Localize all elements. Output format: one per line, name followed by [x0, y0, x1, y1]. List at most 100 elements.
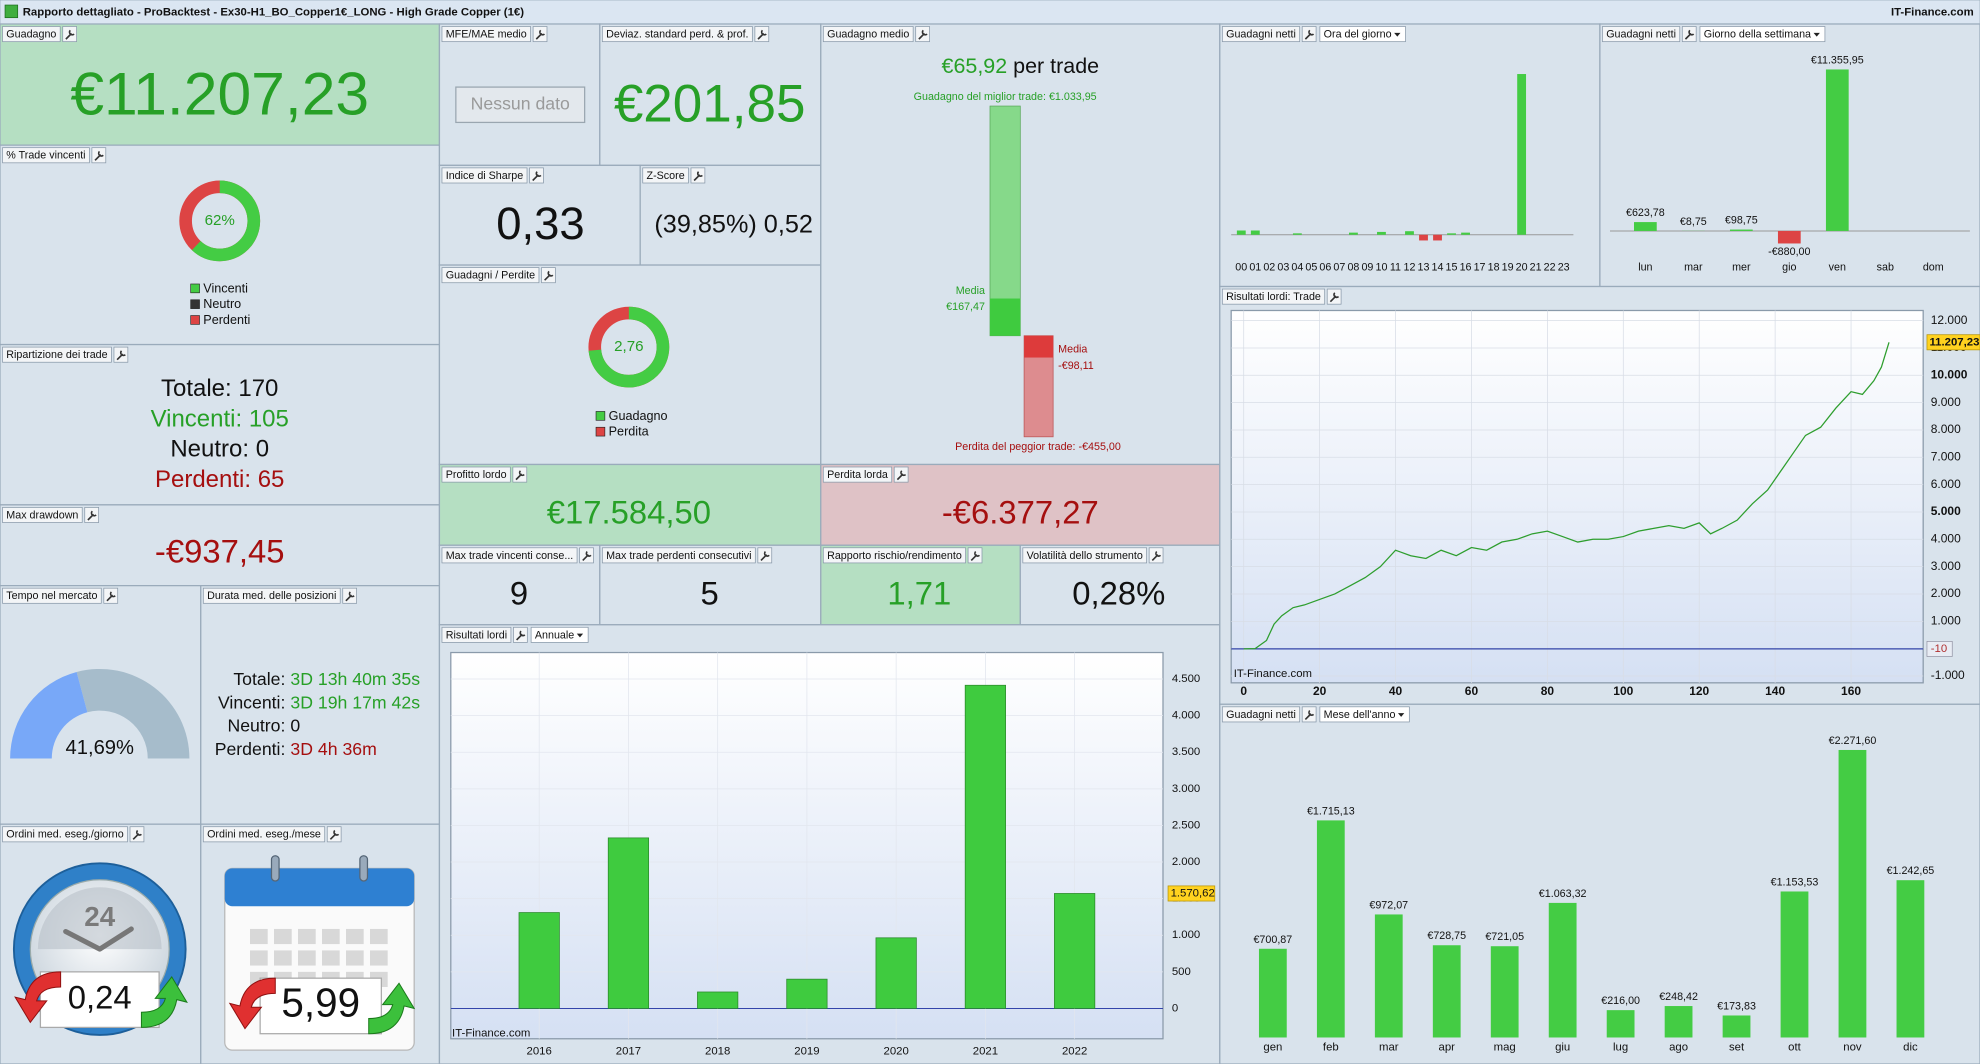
x-tick-label: 2016: [527, 1045, 552, 1057]
panel-label: Perdita lorda: [827, 469, 888, 481]
x-tick-label: dom: [1923, 261, 1944, 273]
dropdown[interactable]: [1319, 706, 1410, 723]
legend-label: Perdita: [609, 425, 650, 439]
bar: [1405, 231, 1414, 235]
avg-label: Media: [1058, 343, 1087, 355]
x-tick-label: 01: [1249, 261, 1261, 273]
wrench-icon: [693, 171, 703, 182]
wrench-icon: [515, 470, 525, 481]
panel-header: [822, 26, 914, 43]
x-tick-label: mar: [1684, 261, 1703, 273]
x-tick-label: 16: [1460, 261, 1472, 273]
panel-label: Ripartizione dei trade: [6, 349, 107, 361]
panel-header: [2, 26, 61, 43]
calendar-day: [369, 950, 388, 966]
panel-header: [601, 26, 753, 43]
bar: [875, 937, 917, 1009]
plot-brand: IT-Finance.com: [1234, 668, 1312, 680]
panel-header: [1602, 26, 1681, 43]
duration-label: Vincenti:: [218, 692, 285, 712]
x-tick-label: 40: [1389, 684, 1403, 698]
y-tick-label: 3.500: [1172, 746, 1200, 758]
bar: [1838, 749, 1867, 1038]
x-tick-label: 2020: [884, 1045, 909, 1057]
big-value: 0,24: [68, 978, 132, 1015]
legend-swatch: [190, 315, 200, 325]
panel: [599, 23, 822, 166]
green-arrow: [140, 976, 188, 1028]
value-label: €1.715,13: [1307, 805, 1355, 817]
calendar-day: [298, 928, 316, 945]
bar: [1634, 222, 1657, 231]
big-value: 0,33: [496, 198, 584, 249]
bar: [607, 837, 650, 1009]
x-tick-label: set: [1729, 1042, 1745, 1054]
legend-swatch: [190, 283, 200, 294]
wrench-icon: [1684, 29, 1695, 40]
dropdown-label: Giorno della settimana: [1704, 29, 1811, 41]
x-tick-label: 04: [1291, 261, 1303, 273]
x-tick-label: 140: [1765, 684, 1785, 698]
dropdown[interactable]: [1319, 26, 1406, 43]
duration-value: 3D 13h 40m 35s: [290, 669, 420, 689]
panel-header: [2, 346, 112, 363]
avg-loss-bar: [1024, 335, 1054, 358]
panel-header: [441, 547, 578, 564]
current-value-label: 1.570,62: [1171, 887, 1215, 899]
gauge-rest: [76, 668, 190, 759]
panel-label: Durata med. delle posizioni: [207, 590, 336, 602]
wrench-icon: [345, 591, 355, 602]
value-box: [259, 977, 382, 1035]
bar: [1377, 231, 1386, 235]
x-tick-label: 07: [1333, 261, 1345, 273]
y-tick-label: 7.000: [1931, 449, 1961, 463]
big-value: 9: [510, 574, 528, 611]
avg-win-bar: [990, 298, 1021, 336]
x-tick-label: 20: [1313, 684, 1327, 698]
panel-label: Volatilità dello strumento: [1027, 550, 1143, 562]
bar: [1548, 902, 1577, 1038]
bar: [518, 912, 560, 1009]
panel: [438, 264, 822, 466]
panel: [1219, 23, 1601, 288]
panel-label: Z-Score: [647, 170, 685, 182]
wrench-icon: [87, 510, 97, 521]
y-tick-label: 10.000: [1931, 367, 1968, 381]
dropdown-arrow: [1813, 32, 1820, 37]
equity-line: [1243, 342, 1890, 650]
x-tick-label: giu: [1555, 1042, 1570, 1054]
bar: [1292, 233, 1302, 235]
calendar-day: [345, 950, 364, 966]
big-value: -€937,45: [155, 533, 285, 570]
end-value-box: [1926, 334, 1980, 351]
panel-label: Risultati lordi: Trade: [1226, 291, 1321, 303]
x-tick-label: 2021: [973, 1045, 998, 1057]
wrench-icon: [116, 350, 126, 361]
panel-label: Max trade vincenti conse...: [446, 550, 574, 562]
y-tick-label: 4.000: [1931, 531, 1961, 545]
duration-label: Neutro:: [227, 716, 285, 736]
breakdown-row-part: 170: [238, 375, 278, 402]
x-tick-label: 14: [1432, 261, 1444, 273]
big-value: -€6.377,27: [942, 494, 1099, 531]
dropdown[interactable]: [530, 626, 589, 643]
breakdown-row-part: 65: [258, 466, 285, 493]
bar: [1054, 893, 1096, 1009]
x-tick-label: ago: [1669, 1042, 1688, 1054]
calendar-day: [250, 928, 268, 945]
x-tick-label: 160: [1841, 684, 1861, 698]
wrench-icon: [970, 550, 981, 561]
x-tick-label: 2018: [705, 1045, 730, 1057]
x-tick-label: 23: [1558, 261, 1570, 273]
panel-header: [601, 547, 756, 564]
y-tick-label: -1.000: [1931, 668, 1965, 682]
panel-header: [822, 466, 893, 483]
dropdown[interactable]: [1699, 26, 1826, 43]
bar: [1432, 945, 1461, 1038]
value-label: €2.271,60: [1829, 735, 1877, 747]
panel-label: Indice di Sharpe: [446, 170, 524, 182]
wrench-icon: [1151, 550, 1162, 561]
big-value: 5,99: [281, 980, 360, 1026]
red-arrow: [228, 977, 276, 1030]
